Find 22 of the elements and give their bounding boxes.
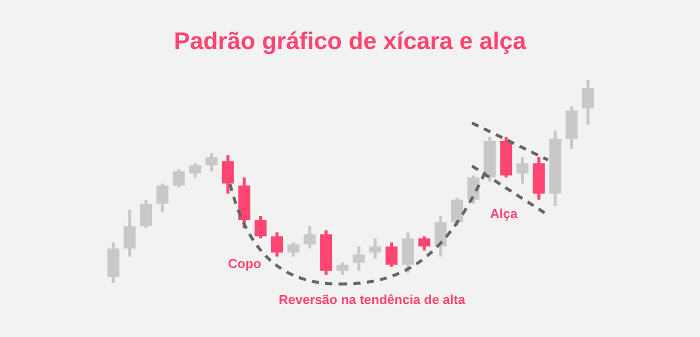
candlestick bbox=[418, 236, 430, 251]
annotation: Alça bbox=[490, 206, 518, 221]
annotation: Copo bbox=[228, 256, 262, 271]
candlestick bbox=[254, 216, 267, 238]
candlestick bbox=[172, 169, 185, 188]
candlestick bbox=[222, 155, 234, 194]
candlestick bbox=[352, 246, 365, 271]
candlestick bbox=[189, 163, 202, 178]
candlestick bbox=[369, 238, 382, 259]
candlestick bbox=[336, 262, 348, 275]
candlestick bbox=[582, 80, 594, 125]
candlestick bbox=[304, 226, 316, 248]
candlestick bbox=[270, 232, 283, 257]
text: Reversão na tendência de alta bbox=[278, 292, 466, 307]
candlestick bbox=[206, 153, 218, 172]
candlestick bbox=[124, 210, 136, 257]
candlestick bbox=[287, 242, 300, 257]
candlestick bbox=[516, 157, 528, 184]
chart-title: Padrão gráfico de xícara e alça bbox=[172, 28, 528, 56]
candlestick bbox=[386, 242, 398, 267]
candlestick bbox=[156, 184, 168, 212]
candlestick bbox=[140, 200, 152, 228]
